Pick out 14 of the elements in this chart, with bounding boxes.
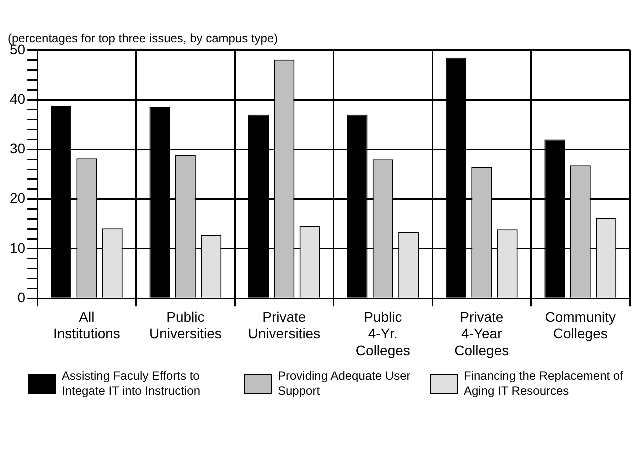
y-tick-label: 20 (10, 190, 26, 206)
y-tick-label: 30 (10, 140, 26, 157)
x-tick-label: Private 4-Year Colleges (454, 308, 510, 358)
x-tick-label: Private Universities (248, 308, 321, 342)
x-tick-label: Public Universities (150, 308, 222, 342)
y-tick-label: 40 (10, 90, 26, 107)
legend-label: Financing the Replacement of Aging IT Resources (464, 369, 624, 399)
x-tick-label: All Institutions (53, 308, 120, 342)
y-tick-label: 10 (10, 240, 26, 256)
x-tick-label: Community Colleges (545, 308, 616, 342)
y-tick-label: 0 (18, 289, 26, 306)
x-tick-label: Public 4-Yr. Colleges (356, 308, 410, 358)
legend-label: Providing Adequate User Support (278, 369, 412, 399)
legend-label: Assisting Faculy Efforts to Integate IT into Instruction (62, 369, 202, 399)
